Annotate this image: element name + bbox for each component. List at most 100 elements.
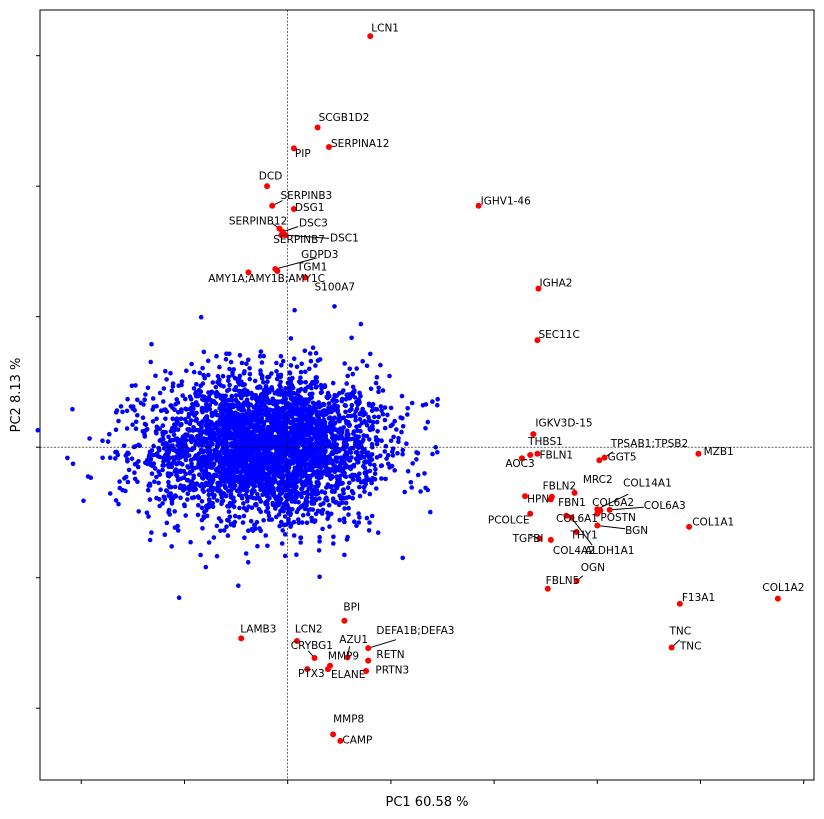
cloud-point [230, 495, 235, 501]
highlight-point-crybg1 [311, 654, 318, 661]
cloud-point [154, 416, 159, 422]
cloud-point [177, 485, 183, 491]
cloud-point [399, 429, 404, 435]
cloud-point [113, 498, 119, 503]
cloud-point [250, 478, 256, 484]
cloud-point [294, 495, 299, 500]
cloud-point [216, 465, 222, 470]
cloud-point [152, 479, 157, 485]
cloud-point [279, 541, 285, 546]
highlight-point-mzb1 [695, 450, 702, 457]
cloud-point [181, 484, 187, 489]
cloud-point [358, 443, 364, 449]
cloud-point [344, 432, 350, 438]
point-label-pip: PIP [295, 148, 311, 160]
cloud-point [289, 408, 295, 413]
cloud-point [156, 480, 161, 486]
highlight-point-hpn [522, 493, 529, 500]
cloud-point [265, 379, 270, 385]
point-label-aldh1a1: ALDH1A1 [585, 545, 635, 557]
cloud-point [231, 367, 236, 372]
cloud-point [370, 424, 375, 429]
cloud-point [257, 395, 263, 401]
cloud-point [213, 384, 219, 390]
cloud-point [166, 449, 171, 455]
cloud-point [214, 553, 220, 559]
cloud-point [341, 516, 347, 521]
cloud-point [157, 503, 162, 509]
point-label-dsc1: DSC1 [330, 233, 359, 245]
cloud-point [244, 466, 249, 472]
cloud-point [211, 535, 217, 540]
cloud-point [277, 486, 283, 492]
cloud-point [179, 422, 184, 428]
cloud-point [346, 505, 351, 511]
cloud-point [388, 438, 394, 444]
point-label-scgb1d2: SCGB1D2 [319, 112, 370, 124]
cloud-point [169, 497, 175, 502]
cloud-point [349, 488, 355, 494]
cloud-point [321, 413, 326, 419]
cloud-point [232, 376, 238, 381]
cloud-point [302, 348, 308, 354]
cloud-point [262, 443, 268, 448]
cloud-point [198, 552, 203, 558]
cloud-point [241, 408, 247, 413]
point-label-mrc2: MRC2 [583, 474, 613, 486]
cloud-point [317, 496, 322, 501]
point-label-fbln1: FBLN1 [539, 449, 573, 461]
cloud-point [208, 432, 213, 438]
cloud-point [375, 429, 380, 434]
cloud-point [214, 353, 219, 359]
cloud-point [200, 365, 205, 371]
cloud-point [278, 441, 284, 446]
cloud-point [383, 443, 389, 449]
cloud-point [294, 479, 300, 485]
point-label-mmp8: MMP8 [333, 714, 364, 726]
cloud-point [196, 503, 201, 508]
cloud-point [187, 469, 193, 475]
cloud-point [263, 501, 269, 507]
cloud-point [352, 519, 357, 524]
cloud-point [235, 463, 240, 468]
cloud-point [227, 382, 232, 388]
cloud-point [307, 461, 312, 466]
point-label-thy1: THY1 [569, 530, 597, 542]
cloud-point [357, 515, 362, 520]
point-label-lcn2: LCN2 [295, 624, 323, 636]
cloud-point [294, 552, 299, 557]
cloud-point [358, 428, 363, 434]
cloud-point [356, 511, 361, 516]
highlight-point-camp [337, 737, 344, 744]
cloud-point [360, 439, 365, 445]
cloud-point [254, 462, 259, 468]
label-connector [285, 234, 329, 239]
cloud-point [422, 471, 427, 476]
cloud-point [400, 452, 405, 457]
cloud-point [295, 417, 301, 423]
cloud-point [338, 461, 344, 467]
cloud-point [288, 512, 293, 518]
point-label-hpn: HPN [527, 494, 549, 506]
cloud-point [157, 390, 163, 396]
cloud-point [378, 453, 383, 459]
cloud-point [288, 477, 293, 483]
cloud-point [185, 464, 190, 469]
cloud-point [263, 509, 269, 514]
cloud-point [290, 507, 295, 512]
cloud-point [388, 405, 394, 411]
cloud-point [314, 460, 320, 466]
cloud-point [171, 447, 177, 453]
cloud-point [125, 479, 131, 485]
cloud-point [222, 422, 227, 428]
cloud-point [265, 458, 271, 464]
highlight-point-fbln1 [534, 450, 541, 457]
cloud-point [216, 451, 221, 456]
cloud-point [423, 426, 428, 431]
cloud-point [288, 389, 294, 395]
cloud-point [135, 413, 140, 418]
cloud-point [339, 397, 345, 403]
cloud-point [357, 417, 363, 422]
cloud-point [199, 505, 205, 511]
cloud-point [326, 405, 331, 411]
